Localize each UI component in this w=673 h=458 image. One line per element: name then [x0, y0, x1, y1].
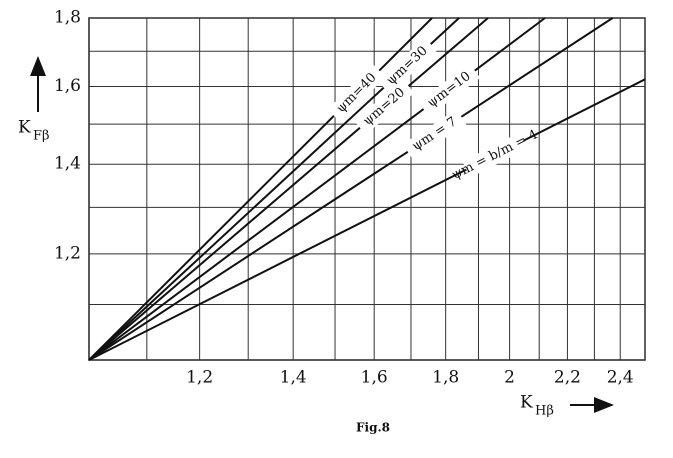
x-tick-label: 1,6 — [361, 368, 388, 388]
y-tick-label: 1,4 — [54, 154, 81, 174]
series-label: ψm=30 — [384, 43, 431, 88]
label-bg — [354, 79, 415, 135]
label-bg — [377, 37, 437, 95]
x-tick-label: 1,2 — [186, 368, 213, 388]
plot-frame — [88, 17, 646, 361]
y-axis-label-sub: Fβ — [33, 129, 50, 144]
y-tick-label: 1,6 — [54, 76, 81, 96]
x-axis-label: K — [520, 393, 533, 413]
label-bg — [418, 63, 481, 117]
chart-title: Fig.8 — [356, 421, 390, 435]
y-tick-label: 1,8 — [54, 8, 81, 28]
y-axis-label: K — [18, 118, 31, 138]
label-bg — [462, 132, 528, 178]
series-label: ψm = b/m = 4 — [449, 127, 540, 183]
label-bg — [327, 64, 386, 123]
x-tick-label: 2,2 — [554, 368, 581, 388]
series-line — [88, 17, 489, 361]
x-tick-label: 1,4 — [280, 368, 307, 388]
series-line — [88, 17, 614, 361]
series-line — [88, 17, 433, 361]
series-line — [88, 78, 646, 361]
x-tick-label: 2 — [504, 368, 515, 388]
label-bg — [402, 109, 467, 160]
series-label: ψm=10 — [425, 69, 474, 111]
series-label: ψm = 7 — [410, 114, 460, 154]
series-line — [88, 17, 546, 361]
x-axis-label-sub: Hβ — [535, 404, 554, 419]
y-tick-label: 1,2 — [54, 243, 81, 263]
x-tick-label: 1,8 — [432, 368, 459, 388]
x-tick-label: 2,4 — [607, 368, 634, 388]
